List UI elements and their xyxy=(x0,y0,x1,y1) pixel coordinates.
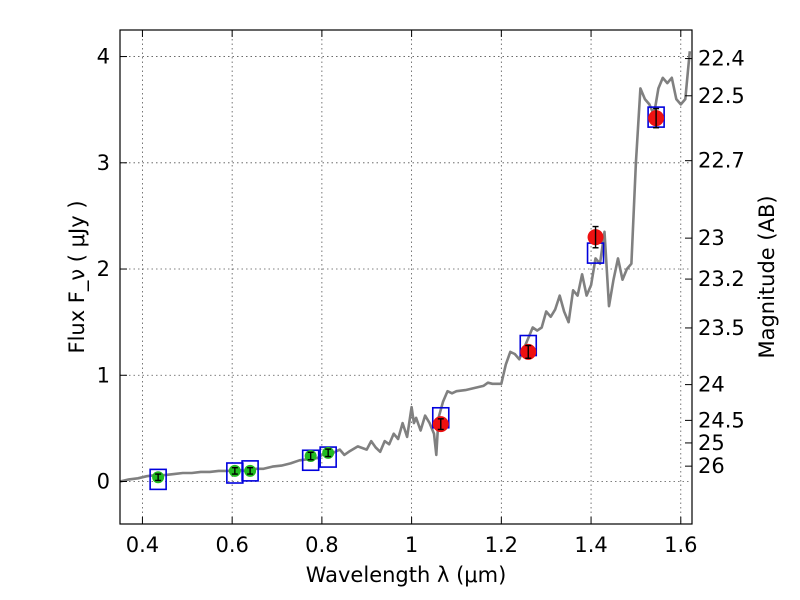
y-tick-label: 0 xyxy=(97,470,110,494)
y-axis-label: Flux F_ν ( μJy ) xyxy=(65,200,90,353)
x-axis-label: Wavelength λ (μm) xyxy=(306,563,507,587)
magnitude-tick-label: 22.4 xyxy=(698,47,745,71)
y-tick-label: 2 xyxy=(97,257,110,281)
model-band-square xyxy=(241,460,259,482)
magnitude-tick-label: 23.5 xyxy=(698,316,745,340)
x-tick-label: 1.4 xyxy=(574,533,607,557)
plot-frame xyxy=(119,29,693,525)
y-tick-label: 4 xyxy=(97,45,110,69)
y2-axis-label: Magnitude (AB) xyxy=(755,195,779,358)
x-tick-label: 1 xyxy=(405,533,418,557)
sed-model-line xyxy=(119,51,692,483)
magnitude-tick-label: 23 xyxy=(698,226,725,250)
magnitude-tick-label: 25 xyxy=(698,431,725,455)
x-tick-label: 1.6 xyxy=(664,533,697,557)
x-tick-label: 0.6 xyxy=(215,533,248,557)
magnitude-tick-label: 24.5 xyxy=(698,408,745,432)
x-tick-label: 0.4 xyxy=(126,533,159,557)
x-tick-label: 1.2 xyxy=(485,533,518,557)
model-band-square xyxy=(149,468,167,491)
magnitude-tick-label: 24 xyxy=(698,373,725,397)
plot-background xyxy=(120,30,692,524)
grid xyxy=(120,30,692,524)
y-tick-label: 3 xyxy=(97,151,110,175)
magnitude-tick-label: 26 xyxy=(698,454,725,478)
magnitude-tick-label: 22.7 xyxy=(698,149,745,173)
magnitude-tick-label: 22.5 xyxy=(698,84,745,108)
x-tick-label: 0.8 xyxy=(305,533,338,557)
y-tick-label: 1 xyxy=(97,363,110,387)
series-layer xyxy=(119,51,692,491)
magnitude-tick-label: 23.2 xyxy=(698,267,745,291)
